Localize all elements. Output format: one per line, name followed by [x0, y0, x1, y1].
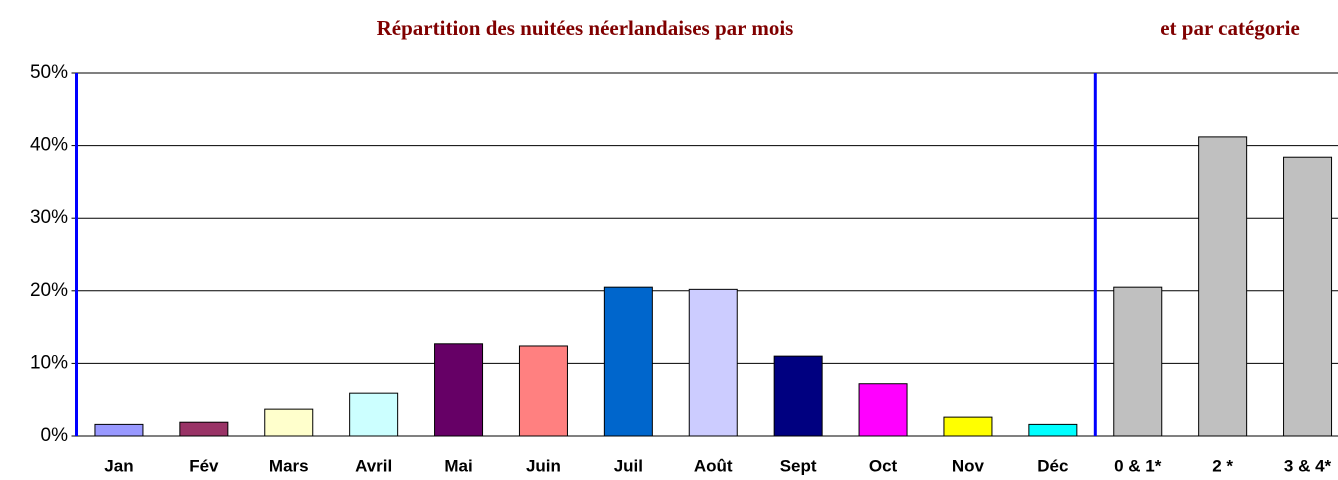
chart-title-right: et par catégorie [1160, 16, 1300, 40]
bar [858, 383, 908, 437]
chart-title: Répartition des nuitées néerlandaises pa… [377, 16, 794, 40]
bar [1028, 423, 1078, 437]
y-tick-label: 40% [30, 135, 68, 156]
bar [518, 345, 568, 437]
x-tick-label: 3 & 4* [1284, 456, 1332, 475]
x-tick-label: Fév [189, 456, 219, 475]
x-tick-label: Juin [526, 456, 561, 475]
bar [434, 343, 484, 437]
y-tick-label: 20% [30, 280, 68, 301]
bar [603, 286, 653, 437]
x-tick-label: Août [694, 456, 733, 475]
y-tick-label: 0% [41, 425, 69, 446]
y-tick-label: 50% [30, 62, 68, 83]
y-tick-label: 10% [30, 352, 68, 373]
x-tick-label: Nov [952, 456, 985, 475]
x-tick-label: 2 * [1212, 456, 1233, 475]
bar [1198, 136, 1248, 437]
bar [943, 416, 993, 437]
x-tick-label: Mai [444, 456, 472, 475]
x-tick-label: Oct [869, 456, 898, 475]
x-tick-label: Mars [269, 456, 309, 475]
x-tick-label: Sept [780, 456, 817, 475]
bar [264, 408, 314, 437]
bar [94, 423, 144, 437]
bar [773, 355, 823, 437]
x-tick-label: Avril [355, 456, 392, 475]
x-tick-label: 0 & 1* [1114, 456, 1162, 475]
x-tick-label: Jan [104, 456, 133, 475]
bar [1113, 286, 1163, 437]
bar [179, 421, 229, 437]
bar [688, 288, 738, 437]
y-tick-label: 30% [30, 207, 68, 228]
x-tick-label: Déc [1037, 456, 1068, 475]
x-tick-label: Juil [614, 456, 643, 475]
bar [349, 392, 399, 437]
bar [1283, 156, 1333, 437]
